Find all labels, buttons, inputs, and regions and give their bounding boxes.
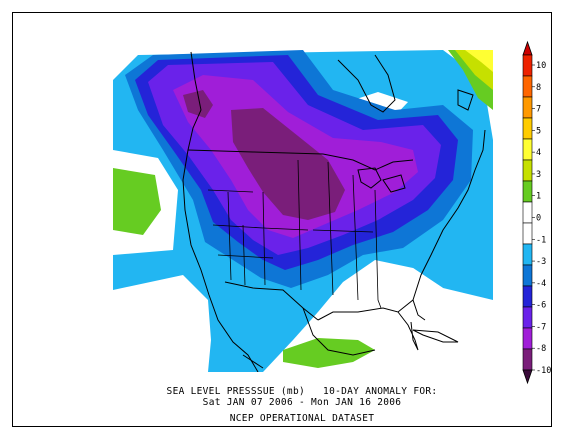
atlantic-coastline — [412, 129, 486, 301]
canada-us-border — [187, 149, 414, 171]
figure-frame — [12, 12, 552, 427]
colorbar-segment — [522, 117, 533, 140]
anomaly-zone-plus5-atlantic — [465, 50, 493, 72]
anomaly-zone-minus10-west — [183, 90, 213, 118]
anomaly-zone-neutral-gulf — [293, 268, 443, 350]
colorbar-label: -3 — [536, 257, 546, 267]
anomaly-zone-plus3-gulf — [283, 338, 375, 368]
colorbar-segment — [522, 285, 533, 308]
colorbar-label: -4 — [536, 279, 546, 289]
colorbar-top-arrow — [522, 40, 533, 56]
newfoundland — [457, 89, 474, 111]
colorbar-label: 8 — [536, 83, 541, 93]
state-lines — [207, 159, 382, 309]
colorbar-segment — [522, 159, 533, 182]
colorbar-bottom-arrow — [522, 369, 533, 385]
map-boundaries — [182, 51, 486, 372]
colorbar-segment — [522, 138, 533, 161]
mexico-coast — [242, 307, 376, 369]
colorbar-label: -8 — [536, 344, 546, 354]
colorbar-segment — [522, 243, 533, 266]
colorbar-label: 1 — [536, 192, 541, 202]
coastline-pacific — [182, 51, 259, 372]
colorbar-label: 0 — [536, 214, 541, 224]
colorbar-label: -6 — [536, 301, 546, 311]
colorbar-label: -7 — [536, 322, 546, 332]
caption-dates: Sat JAN 07 2006 - Mon JAN 16 2006 — [202, 397, 402, 408]
colorbar-label: 10 — [536, 61, 546, 71]
colorbar-label: 7 — [536, 105, 541, 115]
colorbar-segment — [522, 180, 533, 203]
colorbar-segment — [522, 201, 533, 224]
colorbar-label: 4 — [536, 148, 541, 158]
hudson-bay — [337, 54, 396, 113]
anomaly-zone-plus3-pacific — [113, 168, 161, 235]
gulf-coastline — [317, 299, 426, 321]
colorbar-segment — [522, 222, 533, 245]
anomaly-map — [113, 50, 493, 372]
us-mexico-border — [224, 281, 319, 321]
colorbar-segment — [522, 327, 533, 350]
florida — [397, 311, 419, 351]
cuba — [412, 329, 459, 343]
great-lakes — [357, 167, 406, 193]
caption-dataset: NCEP OPERATIONAL DATASET — [229, 413, 375, 424]
caption-title: SEA LEVEL PRESSSUE (mb) 10-DAY ANOMALY F… — [166, 386, 438, 397]
colorbar-segment — [522, 54, 533, 77]
colorbar-label: -1 — [536, 235, 546, 245]
colorbar-segment — [522, 264, 533, 287]
colorbar-segment — [522, 348, 533, 371]
colorbar-label: 3 — [536, 170, 541, 180]
anomaly-zone-minus10 — [231, 108, 345, 220]
colorbar-label: 5 — [536, 126, 541, 136]
colorbar-segment — [522, 75, 533, 98]
colorbar-label: -10 — [536, 366, 551, 376]
colorbar-segment — [522, 306, 533, 329]
colorbar-segment — [522, 96, 533, 119]
